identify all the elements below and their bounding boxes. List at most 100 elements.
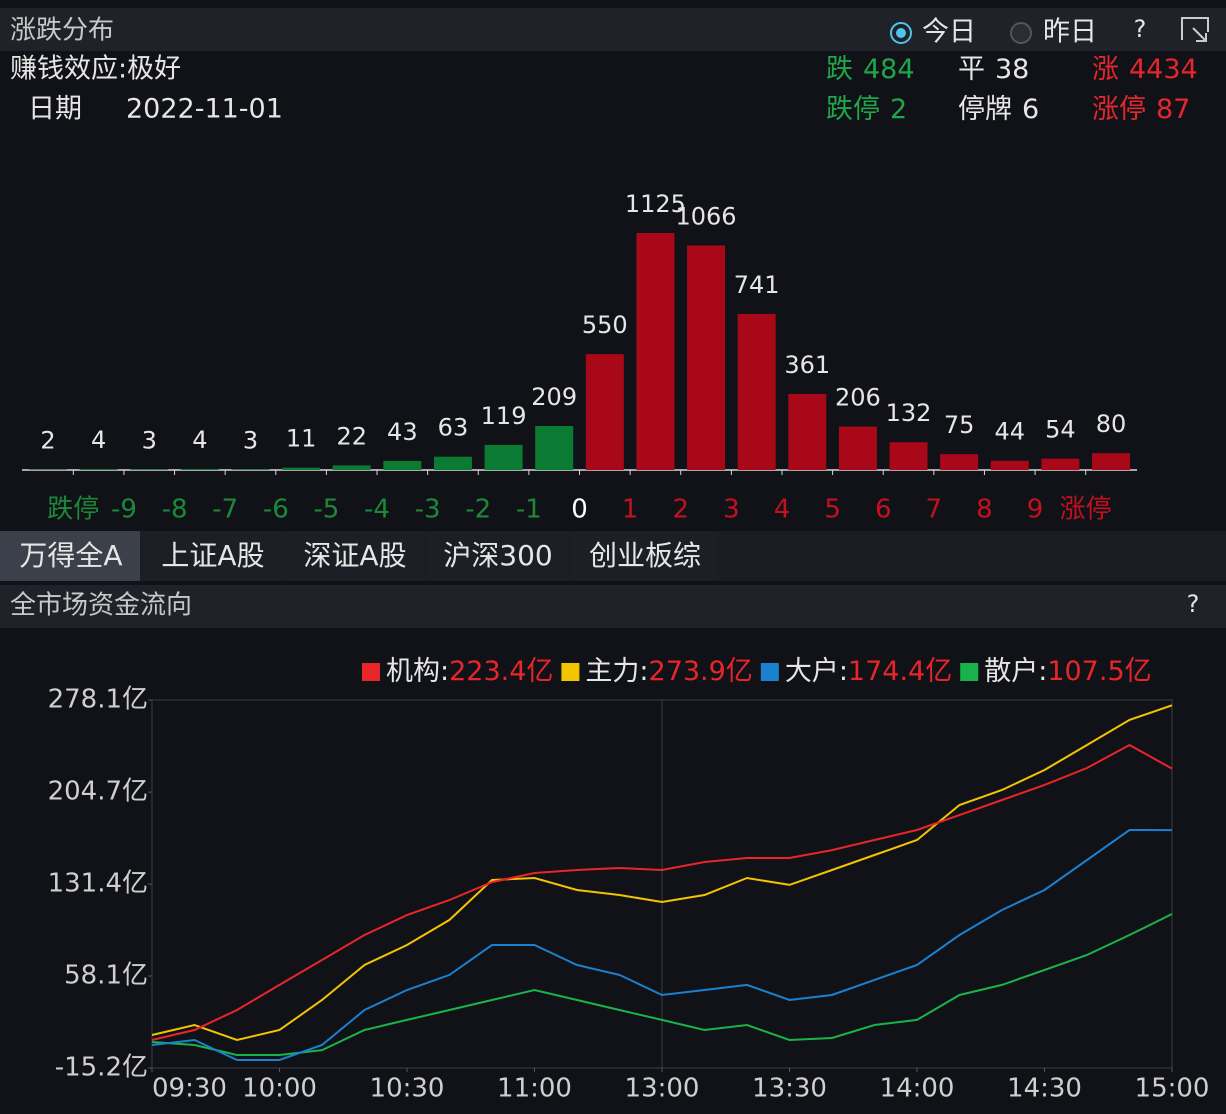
bar — [1092, 453, 1130, 470]
bar-value-label: 209 — [531, 383, 577, 411]
x-tick-label: 13:00 — [625, 1074, 700, 1104]
tab[interactable] — [0, 531, 140, 581]
tab[interactable] — [426, 531, 568, 581]
header-bar — [0, 585, 1226, 628]
tab-label[interactable]: 深证A股 — [303, 539, 406, 572]
x-tick-label: 14:30 — [1007, 1074, 1082, 1104]
boundary-label: 涨停 — [1060, 495, 1112, 525]
date-label: 日期 — [28, 94, 82, 125]
boundary-label: 6 — [875, 495, 892, 525]
boundary-label: -6 — [263, 495, 289, 525]
bar — [990, 460, 1029, 470]
boundary-label: 4 — [774, 495, 791, 525]
y-tick-label: 278.1亿 — [48, 685, 148, 715]
boundary-label: -3 — [415, 495, 441, 525]
legend-entry: 散户:107.5亿 — [984, 656, 1151, 687]
stat-label: 跌 — [826, 54, 853, 85]
boundary-label: -9 — [111, 495, 137, 525]
bar-value-label: 80 — [1096, 410, 1127, 438]
bar-value-label: 206 — [835, 384, 881, 412]
bar — [585, 354, 624, 470]
radio-selected[interactable] — [890, 22, 912, 44]
x-tick-label: 15:00 — [1135, 1074, 1210, 1104]
stat-value: 38 — [995, 54, 1029, 85]
x-tick-label: 10:30 — [370, 1074, 445, 1104]
bar-value-label: 54 — [1045, 416, 1076, 444]
tab-label[interactable]: 沪深300 — [443, 539, 552, 572]
series-line — [151, 828, 1173, 1061]
bar-value-label: 4 — [192, 426, 207, 454]
bar — [838, 426, 877, 470]
bar-value-label: 4 — [91, 426, 106, 454]
panel-title: 涨跌分布 — [10, 16, 114, 46]
bar — [737, 313, 776, 470]
tab[interactable] — [284, 531, 424, 581]
boundary-label: 1 — [622, 495, 639, 525]
boundary-label: 5 — [824, 495, 841, 525]
help-icon[interactable]: ? — [1134, 15, 1147, 43]
legend-name: 主力 — [585, 656, 639, 687]
boundary-label: -8 — [162, 495, 188, 525]
bar-value-label: 1066 — [676, 202, 737, 230]
stat: 涨 4434 — [1092, 54, 1198, 85]
radio[interactable] — [1010, 22, 1032, 44]
legend-swatch — [362, 663, 380, 681]
icon-arrow — [1192, 27, 1207, 42]
bar-value-label: 3 — [243, 426, 258, 454]
tab-label[interactable]: 上证A股 — [161, 539, 264, 572]
boundary-label: 2 — [672, 495, 689, 525]
boundary-label: 9 — [1027, 495, 1044, 525]
bar — [1041, 458, 1080, 470]
legend-name: 大户 — [785, 656, 839, 687]
bar-value-label: 3 — [142, 426, 157, 454]
y-tick-label: -15.2亿 — [55, 1053, 148, 1083]
x-tick-label: 11:00 — [497, 1074, 572, 1104]
boundary-label: -4 — [364, 495, 390, 525]
bar — [332, 465, 371, 470]
bar-value-label: 741 — [734, 271, 780, 299]
x-tick-label: 13:30 — [752, 1074, 827, 1104]
legend-value: 107.5亿 — [1047, 656, 1151, 687]
date: 2022-11-01 — [126, 94, 283, 125]
stat-label: 停牌 — [958, 94, 1012, 125]
popout-icon[interactable] — [1181, 17, 1209, 42]
series-line — [151, 743, 1173, 1041]
boundary-label: -1 — [516, 495, 542, 525]
bar-value-label: 550 — [582, 311, 628, 339]
distribution-chart: 2 4 3 4 3 11 22 43 63 119209550112510667413612061… — [22, 190, 1137, 525]
bar — [433, 456, 472, 470]
bar — [282, 467, 321, 470]
boundary-label: 7 — [926, 495, 943, 525]
bar — [383, 460, 422, 470]
stat-value: 4434 — [1129, 54, 1198, 85]
stat-label: 涨停 — [1092, 94, 1146, 125]
legend-value: 223.4亿 — [449, 656, 553, 687]
legend-name: 机构 — [386, 656, 440, 687]
radio-label[interactable]: 昨日 — [1043, 17, 1097, 48]
tab[interactable] — [570, 531, 718, 581]
stat-value: 87 — [1156, 94, 1190, 125]
tab-label[interactable]: 创业板综 — [589, 539, 701, 572]
legend-separator: : — [440, 656, 449, 687]
tab[interactable] — [142, 531, 282, 581]
x-tick-label: 09:30 — [152, 1074, 227, 1104]
radio-label[interactable]: 今日 — [922, 17, 976, 48]
legend-separator: : — [839, 656, 848, 687]
bar-value-label: 22 — [336, 422, 367, 450]
bar — [484, 444, 523, 470]
stat-value: 6 — [1022, 94, 1039, 125]
help-icon[interactable]: ? — [1187, 590, 1200, 618]
bar — [636, 233, 675, 470]
legend-name: 散户 — [984, 656, 1038, 687]
tab-label[interactable]: 万得全A — [19, 539, 122, 572]
legend-value: 174.4亿 — [848, 656, 952, 687]
boundary-label: -5 — [313, 495, 339, 525]
bar-value-label: 44 — [994, 418, 1025, 446]
boundary-label: 跌停 — [47, 495, 99, 525]
y-tick-label: 58.1亿 — [64, 961, 148, 991]
legend-entry: 机构:223.4亿 — [386, 656, 553, 687]
legend-separator: : — [1038, 656, 1047, 687]
